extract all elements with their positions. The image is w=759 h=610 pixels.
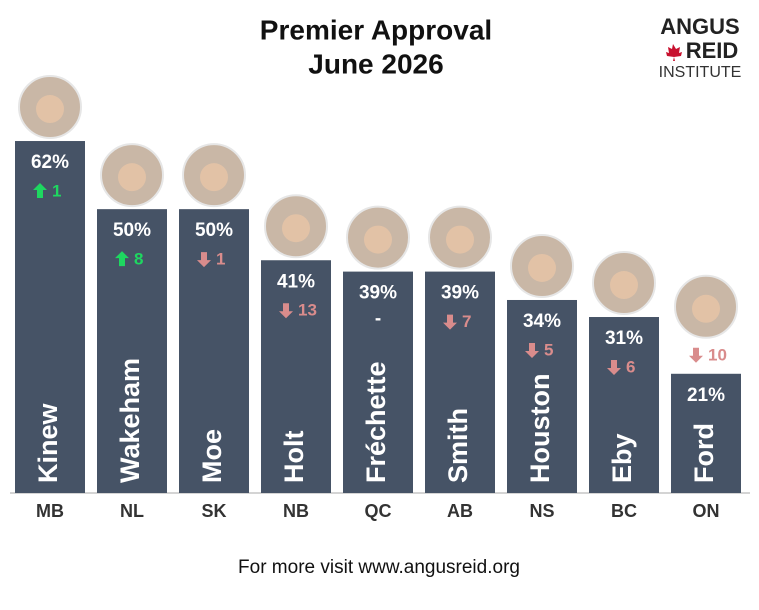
bar	[507, 299, 577, 493]
value-label: 21%	[687, 385, 725, 406]
value-label: 39%	[441, 283, 479, 304]
photo-face	[118, 163, 146, 192]
premier-name: Smith	[443, 408, 473, 483]
bar	[179, 209, 249, 493]
photo-face	[36, 95, 64, 124]
change-label: 10	[708, 345, 727, 364]
chart-subtitle: June 2026	[308, 48, 443, 79]
value-label: 34%	[523, 311, 561, 332]
logo-leaf	[666, 44, 682, 61]
x-tick-label: NB	[283, 501, 309, 521]
premier-name: Wakeham	[115, 358, 145, 483]
x-tick-label: NL	[120, 501, 144, 521]
bar	[343, 271, 413, 493]
premier-name: Fréchette	[361, 361, 391, 483]
change-label: 6	[626, 357, 635, 376]
value-label: 31%	[605, 328, 643, 349]
change-arrow	[197, 252, 211, 268]
premier-name: Holt	[279, 431, 309, 483]
premier-name: Ford	[689, 423, 719, 483]
bar	[97, 209, 167, 493]
photo-face	[692, 294, 720, 323]
change-arrow	[115, 251, 129, 267]
change-arrow	[443, 314, 457, 330]
change-arrow	[33, 183, 47, 199]
change-label: 7	[462, 312, 471, 331]
photo-face	[528, 253, 556, 282]
change-label: -	[375, 309, 381, 330]
premier-name: Eby	[607, 433, 637, 483]
photo-face	[610, 271, 638, 300]
x-tick-label: QC	[365, 501, 392, 521]
value-label: 50%	[195, 220, 233, 241]
premier-name: Moe	[197, 429, 227, 483]
change-label: 8	[134, 250, 143, 269]
bar	[671, 373, 741, 493]
premier-name: Kinew	[33, 402, 63, 483]
premier-name: Houston	[525, 374, 555, 483]
logo-line: REID	[686, 38, 739, 63]
bar	[425, 271, 495, 493]
change-label: 1	[52, 182, 61, 201]
change-arrow	[607, 360, 621, 376]
change-arrow	[689, 347, 703, 363]
photo-face	[200, 163, 228, 192]
change-arrow	[279, 303, 293, 319]
change-label: 5	[544, 340, 553, 359]
x-tick-label: ON	[693, 501, 720, 521]
x-tick-label: MB	[36, 501, 64, 521]
bar	[589, 317, 659, 493]
logo-line: ANGUS	[660, 14, 739, 39]
change-label: 1	[216, 250, 225, 269]
chart-title: Premier Approval	[260, 14, 492, 45]
value-label: 62%	[31, 152, 69, 173]
footer: For more visit www.angusreid.org	[238, 557, 520, 578]
value-label: 39%	[359, 283, 397, 304]
change-arrow	[525, 342, 539, 358]
x-tick-label: AB	[447, 501, 473, 521]
x-tick-label: NS	[529, 501, 554, 521]
value-label: 41%	[277, 271, 315, 292]
change-label: 13	[298, 301, 317, 320]
photo-face	[364, 225, 392, 254]
logo-line: INSTITUTE	[659, 64, 742, 81]
x-tick-label: BC	[611, 501, 637, 521]
bar	[261, 260, 331, 493]
photo-face	[446, 225, 474, 254]
value-label: 50%	[113, 220, 151, 241]
photo-face	[282, 214, 310, 243]
bar	[15, 141, 85, 493]
x-tick-label: SK	[201, 501, 226, 521]
